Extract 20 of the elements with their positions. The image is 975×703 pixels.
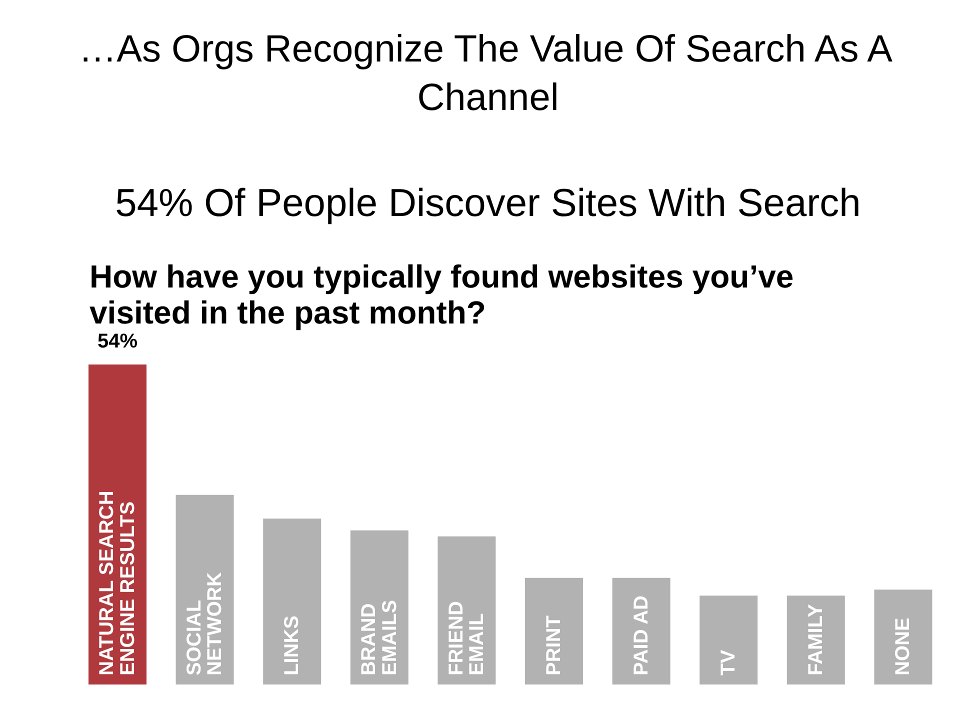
chart-subtitle: 54% Of People Discover Sites With Search: [115, 182, 861, 225]
x-tick-label: FAMILY: [804, 603, 827, 676]
bar: [263, 518, 322, 684]
chart-title: …As Orgs Recognize The Value Of Search As A Channel: [78, 28, 894, 119]
data-label: 54%: [97, 330, 138, 352]
x-tick-label: LINKS: [281, 616, 304, 676]
x-tick-label: TV: [718, 649, 740, 676]
bar: [700, 596, 758, 684]
x-tick-label: NONE: [892, 618, 914, 676]
bar: [612, 578, 670, 684]
text: How have you typically found websites you’ve visited in the past month?: [90, 258, 794, 330]
x-tick-label: NATURAL SEARCH ENGINE RESULTS: [96, 490, 139, 676]
x-tick-label: PRINT: [543, 616, 565, 676]
x-tick-label: PAID AD: [630, 596, 652, 676]
bar: [525, 578, 583, 684]
bar: [786, 596, 845, 684]
bar: [874, 590, 932, 684]
x-tick-label: FRIEND EMAIL: [445, 601, 488, 676]
x-tick-label: BRAND EMAILS: [358, 600, 401, 676]
x-tick-label: SOCIAL NETWORK: [183, 572, 226, 676]
